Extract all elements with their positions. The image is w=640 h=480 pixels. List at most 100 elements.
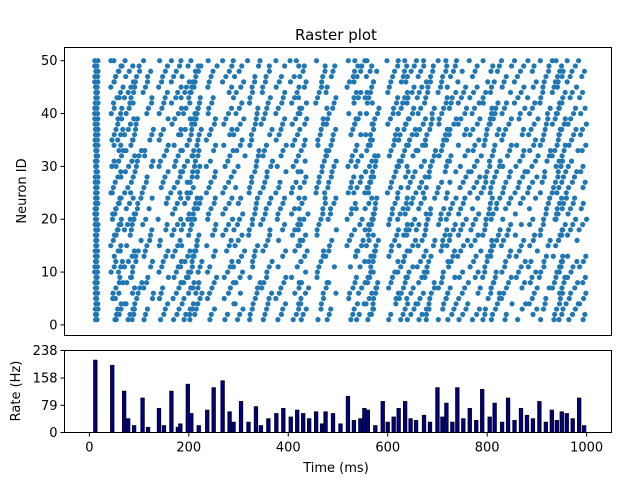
rate-bar [421, 414, 427, 433]
spike-point [543, 121, 549, 127]
spike-point [370, 232, 376, 238]
spike-point [387, 184, 393, 191]
spike-point [409, 132, 415, 138]
spike-point [246, 232, 252, 238]
spike-point [391, 137, 398, 143]
spike-point [529, 163, 535, 169]
spike-point [468, 169, 474, 175]
spike-point [122, 190, 128, 196]
spike-point [463, 105, 470, 111]
spike-point [313, 58, 320, 64]
spike-point [374, 110, 381, 117]
spike-point [403, 121, 409, 127]
spike-point [344, 84, 350, 90]
spike-point [393, 100, 400, 106]
spike-point [195, 285, 201, 291]
spike-point [467, 132, 473, 138]
spike-point [195, 137, 201, 143]
spike-point [526, 301, 532, 307]
spike-point [567, 73, 573, 80]
spike-point [572, 105, 579, 111]
spike-point [520, 153, 526, 159]
spike-point [353, 274, 359, 280]
spike-point [515, 317, 521, 323]
spike-point [233, 280, 239, 286]
spike-point [574, 258, 580, 265]
spike-point [447, 232, 453, 238]
spike-point [568, 290, 574, 296]
spike-point [263, 142, 270, 148]
spike-point [170, 253, 176, 259]
spike-point [575, 147, 581, 154]
spike-point [265, 301, 271, 307]
spike-point [183, 105, 189, 111]
spike-point [118, 216, 124, 222]
spike-point [239, 137, 245, 143]
spike-point [237, 142, 243, 148]
spike-point [527, 243, 533, 249]
rate-bar [444, 402, 449, 433]
spike-point [389, 211, 395, 217]
spike-point [273, 58, 279, 64]
spike-point [287, 79, 294, 85]
spike-point [446, 264, 452, 270]
spike-point [130, 195, 136, 201]
spike-point [186, 137, 193, 143]
spike-point [123, 301, 129, 307]
spike-point [448, 206, 454, 212]
spike-point [190, 285, 196, 291]
spike-point [134, 158, 140, 164]
spike-point [191, 84, 197, 90]
spike-point [555, 211, 561, 217]
spike-point [266, 200, 272, 206]
spike-point [247, 184, 253, 191]
spike-point [515, 269, 522, 275]
spike-point [303, 100, 310, 106]
spike-point [277, 179, 283, 185]
spike-point [484, 258, 490, 265]
spike-point [498, 243, 505, 249]
spike-point [165, 195, 171, 201]
spike-point [125, 126, 131, 133]
spike-point [450, 227, 457, 233]
spike-point [351, 227, 358, 233]
spike-point [247, 311, 253, 317]
spike-point [553, 58, 559, 64]
rate-bar [505, 397, 511, 433]
spike-point [395, 258, 401, 265]
spike-point [210, 95, 216, 101]
spike-point [554, 306, 560, 312]
spike-point [393, 301, 399, 307]
spike-point [198, 195, 204, 201]
rate-bar [330, 413, 336, 433]
spike-point [296, 195, 302, 201]
spike-point [358, 89, 364, 96]
spike-point [553, 216, 559, 222]
spike-point [431, 153, 437, 159]
spike-point [174, 311, 180, 317]
spike-point [529, 105, 536, 111]
spike-point [227, 153, 233, 159]
spike-point [165, 301, 171, 307]
spike-point [503, 100, 510, 106]
spike-point [128, 227, 134, 233]
spike-point [326, 280, 332, 286]
spike-point [497, 195, 503, 201]
spike-point [273, 84, 279, 90]
spike-point [566, 317, 572, 323]
spike-point [241, 79, 247, 85]
spike-point [389, 243, 395, 249]
spike-point [322, 200, 328, 206]
spike-point [164, 89, 170, 96]
spike-point [560, 227, 566, 233]
spike-point [488, 248, 495, 254]
spike-point [469, 73, 476, 80]
spike-point [282, 248, 289, 254]
raster-title: Raster plot [295, 26, 377, 44]
spike-point [157, 237, 163, 243]
spike-point [515, 184, 521, 191]
spike-point [458, 248, 464, 254]
spike-point [250, 301, 256, 307]
spike-point [298, 317, 304, 323]
